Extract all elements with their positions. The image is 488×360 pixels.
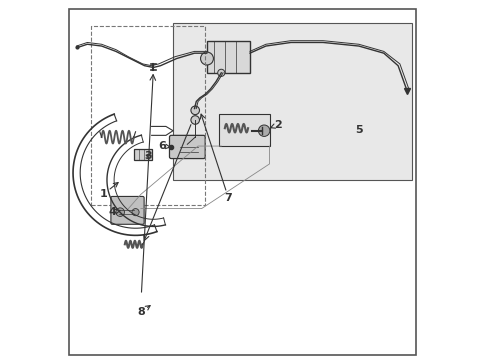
Bar — [91, 26, 205, 205]
Bar — [173, 23, 411, 180]
Circle shape — [132, 208, 139, 216]
Text: 5: 5 — [354, 125, 362, 135]
Text: 1: 1 — [100, 183, 118, 199]
Bar — [134, 149, 151, 160]
Circle shape — [217, 69, 224, 76]
Text: 7: 7 — [200, 114, 232, 203]
Circle shape — [190, 106, 199, 114]
FancyBboxPatch shape — [111, 197, 144, 224]
Circle shape — [200, 52, 213, 65]
Text: 4: 4 — [108, 207, 120, 217]
Bar — [206, 41, 249, 73]
Circle shape — [258, 125, 269, 136]
Circle shape — [116, 208, 124, 216]
Text: 2: 2 — [270, 120, 282, 130]
Text: 8: 8 — [137, 306, 150, 317]
Bar — [219, 114, 269, 146]
Circle shape — [190, 116, 199, 124]
FancyBboxPatch shape — [169, 135, 205, 158]
Text: 3: 3 — [144, 151, 152, 161]
Text: 6: 6 — [158, 141, 170, 151]
